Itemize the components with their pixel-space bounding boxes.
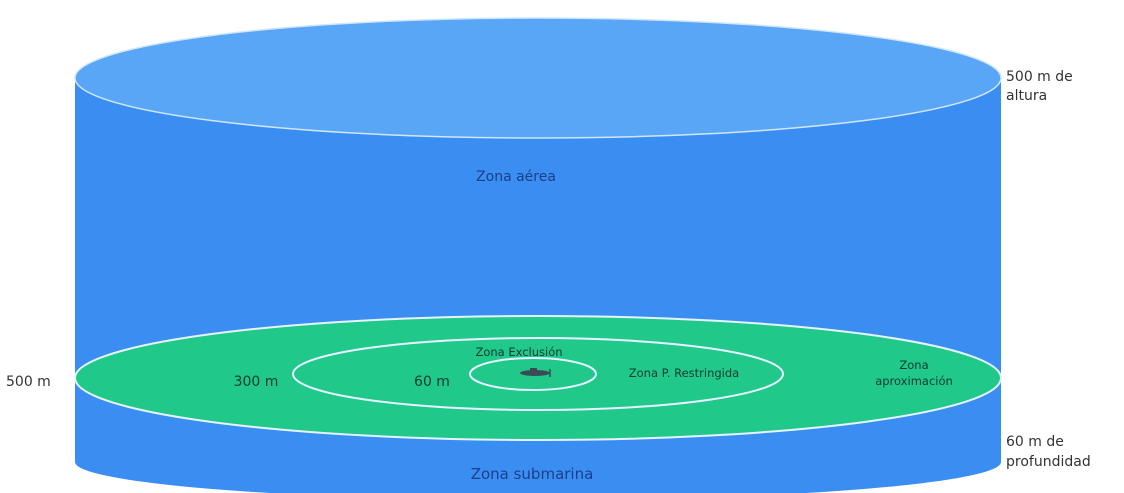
cylinder-top-ellipse	[74, 17, 1002, 139]
height-label-line1: 500 m de	[1006, 69, 1073, 85]
exclusion-zone-ring	[469, 357, 597, 391]
depth-label-line2: profundidad	[1006, 454, 1091, 470]
height-label-line2: altura	[1006, 88, 1047, 104]
submarine-icon	[520, 368, 551, 377]
approach-zone-label-line2: aproximación	[875, 374, 953, 388]
restricted-zone-ring	[292, 337, 784, 411]
radius-300m-label: 300 m	[234, 374, 279, 390]
radius-60m-label: 60 m	[414, 374, 450, 390]
exclusion-zone-label: Zona Exclusión	[475, 345, 562, 359]
submarine-zone-label: Zona submarina	[471, 465, 594, 483]
restricted-zone-label: Zona P. Restringida	[629, 366, 739, 380]
approach-zone-disc	[74, 315, 1002, 441]
depth-label-line1: 60 m de	[1006, 434, 1064, 450]
air-zone-label: Zona aérea	[476, 169, 556, 185]
radius-500m-label: 500 m	[6, 374, 51, 390]
approach-zone-label-line1: Zona	[899, 358, 928, 372]
